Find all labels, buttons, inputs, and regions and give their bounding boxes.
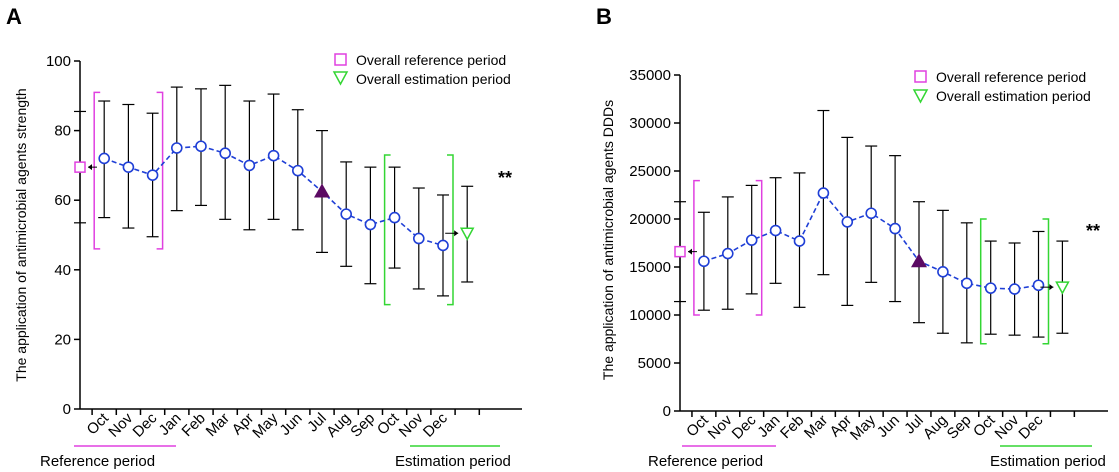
data-point	[388, 211, 401, 224]
data-point	[984, 282, 997, 294]
intervention-point	[911, 253, 927, 268]
data-point	[745, 234, 758, 246]
y-axis-label: The application of antimicrobial agents …	[600, 100, 616, 380]
x-tick-label: Oct	[84, 409, 113, 438]
reference-bracket-left	[93, 91, 101, 250]
y-axis-label: The application of antimicrobial agents …	[13, 88, 29, 381]
legend-triangle-marker	[332, 71, 349, 86]
x-tick-label: Dec	[420, 409, 451, 440]
panel-letter-a: A	[6, 4, 22, 29]
data-point	[865, 207, 878, 220]
estimation-arrow-head	[454, 230, 459, 237]
x-tick-label: Jan	[156, 410, 185, 439]
reference-arrow-head	[688, 248, 692, 255]
legend-estimation-label: Overall estimation period	[356, 71, 511, 87]
legend-reference-label: Overall reference period	[356, 52, 506, 68]
data-point	[841, 216, 854, 228]
estimation-bracket-right	[447, 154, 454, 306]
y-tick-label: 35000	[629, 67, 671, 84]
panel-letter-b: B	[596, 4, 612, 29]
reference-bracket-left	[693, 179, 700, 316]
legend: Overall reference period Overall estimat…	[332, 52, 511, 87]
y-tick-label: 0	[663, 403, 671, 420]
y-tick-label: 25000	[629, 163, 671, 180]
significance-label: **	[1086, 221, 1100, 241]
x-tick-label: Oct	[970, 411, 999, 440]
data-point	[793, 235, 806, 247]
estimation-arrow-head	[1049, 284, 1054, 291]
y-tick-label: 20000	[629, 211, 671, 228]
legend: Overall reference period Overall estimat…	[912, 69, 1091, 104]
y-tick-label: 100	[46, 53, 71, 70]
overall-estimation-point	[459, 227, 475, 241]
data-point	[219, 147, 231, 160]
data-point	[1032, 279, 1045, 292]
reference-bracket-right	[755, 179, 763, 316]
x-tick-label: Jun	[277, 410, 306, 439]
reference-arrow-head	[88, 164, 92, 171]
y-tick-label: 60	[54, 192, 71, 209]
x-tick-label: Dec	[1015, 411, 1046, 442]
data-point	[698, 255, 710, 268]
plot-area: 020406080100OctNovDecJanFebMarAprMayJunJ…	[46, 53, 522, 442]
data-point	[171, 142, 183, 154]
y-tick-label: 40	[54, 262, 71, 279]
reference-period-label: Reference period	[648, 453, 763, 470]
data-point	[98, 152, 110, 165]
data-point	[889, 222, 901, 235]
panel-a: A The application of antimicrobial agent…	[6, 4, 522, 470]
estimation-bracket-right	[1042, 218, 1050, 345]
overall-estimation-point	[1055, 281, 1070, 295]
data-point	[146, 169, 159, 181]
y-tick-label: 15000	[629, 259, 671, 276]
overall-reference-point	[674, 245, 686, 258]
data-point	[721, 247, 734, 260]
data-point	[243, 159, 256, 172]
estimation-period-label: Estimation period	[990, 453, 1106, 470]
data-point	[195, 140, 207, 153]
data-point	[364, 218, 377, 231]
y-tick-label: 20	[54, 331, 71, 348]
estimation-bracket-left	[979, 218, 987, 345]
data-point	[937, 265, 949, 278]
y-tick-label: 80	[54, 123, 71, 140]
significance-label: **	[498, 168, 512, 188]
overall-reference-point	[74, 161, 86, 173]
reference-period-label: Reference period	[40, 453, 155, 470]
x-tick-label: Jun	[874, 412, 903, 441]
x-tick-label: Oct	[374, 409, 403, 438]
panel-b: B The application of antimicrobial agent…	[596, 4, 1108, 470]
legend-estimation-label: Overall estimation period	[936, 88, 1091, 104]
data-point	[437, 239, 449, 252]
legend-square-marker	[334, 53, 347, 66]
data-point	[960, 277, 973, 290]
x-tick-label: Feb	[179, 410, 209, 440]
data-point	[267, 149, 280, 162]
data-point	[817, 187, 830, 199]
plot-area: 05000100001500020000250003000035000OctNo…	[629, 67, 1108, 444]
legend-triangle-marker	[912, 89, 929, 104]
data-point	[412, 232, 425, 245]
legend-square-marker	[914, 70, 927, 83]
x-tick-label: Mar	[203, 410, 233, 440]
estimation-period-label: Estimation period	[395, 453, 511, 470]
data-point	[769, 224, 782, 237]
y-tick-label: 10000	[629, 307, 671, 324]
legend-reference-label: Overall reference period	[936, 69, 1086, 85]
x-tick-label: Oct	[683, 411, 712, 440]
data-point	[340, 208, 353, 220]
x-tick-label: Jan	[754, 412, 783, 441]
intervention-point	[314, 183, 330, 198]
data-point	[1008, 283, 1021, 295]
estimation-bracket-left	[383, 154, 391, 306]
y-tick-label: 5000	[638, 355, 671, 372]
reference-bracket-right	[156, 91, 164, 250]
data-point	[291, 164, 304, 177]
data-point	[122, 161, 135, 173]
y-tick-label: 0	[63, 401, 71, 418]
y-tick-label: 30000	[629, 115, 671, 132]
